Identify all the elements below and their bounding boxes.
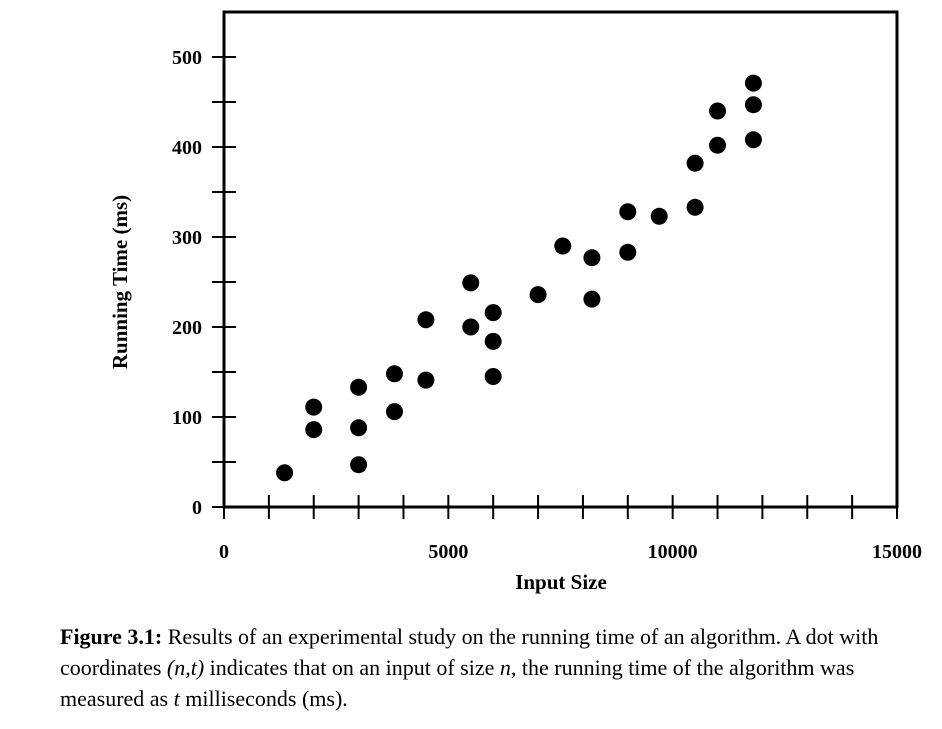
data-point (484, 304, 502, 322)
x-tick-label: 5000 (428, 541, 468, 563)
scatter-chart: 0 100 200 300 400 500 0 5000 10000 15000 Input S… (108, 10, 922, 594)
data-point (744, 131, 762, 149)
data-point (686, 198, 704, 216)
caption-text-2: indicates that on an input of size (204, 655, 500, 680)
data-point (554, 237, 572, 255)
data-points (276, 74, 762, 482)
x-tick-label: 10000 (648, 541, 698, 563)
data-point (583, 290, 601, 308)
data-point (484, 368, 502, 385)
data-point (619, 203, 637, 221)
y-tick-label: 500 (172, 47, 202, 69)
caption-text-1: Results of an experimental study on the … (60, 624, 879, 680)
x-axis: 0 5000 10000 15000 (219, 495, 922, 563)
y-axis-title: Running Time (ms) (108, 195, 132, 369)
plot-border (222, 10, 899, 509)
data-point (650, 207, 668, 225)
data-point (484, 332, 502, 350)
data-point (462, 274, 480, 292)
x-tick-label: 15000 (872, 541, 922, 563)
data-point (417, 311, 435, 329)
data-point (350, 378, 368, 396)
caption-text-3: , the running time of the algorithm was … (60, 655, 855, 711)
data-point (709, 136, 727, 154)
data-point (619, 243, 637, 261)
data-point (709, 102, 727, 120)
y-axis: 0 100 200 300 400 500 (172, 47, 236, 519)
y-tick-label: 100 (172, 407, 202, 429)
data-point (583, 249, 601, 267)
data-point (385, 365, 403, 383)
x-axis-title: Input Size (515, 570, 607, 594)
data-point (686, 154, 704, 172)
y-tick-label: 300 (172, 227, 202, 249)
data-point (744, 96, 762, 114)
data-point (385, 403, 403, 421)
y-tick-label: 200 (172, 317, 202, 339)
data-point (276, 464, 294, 482)
caption-label: Figure 3.1: (60, 624, 163, 649)
data-point (417, 371, 435, 389)
figure-caption: Figure 3.1: Results of an experimental s… (60, 621, 930, 714)
data-point (744, 74, 762, 92)
plot-frame (222, 10, 899, 509)
y-tick-label: 0 (192, 497, 202, 519)
caption-var-t: t (173, 686, 180, 711)
data-point (350, 419, 368, 437)
data-point (462, 318, 480, 336)
data-point (350, 456, 368, 474)
y-tick-label: 400 (172, 137, 202, 159)
data-point (529, 286, 547, 304)
caption-text-4: milliseconds (ms). (179, 686, 348, 711)
x-tick-label: 0 (219, 541, 229, 563)
caption-coords: (n,t) (166, 655, 205, 680)
caption-var-n: n (499, 655, 511, 680)
data-point (305, 398, 323, 416)
data-point (305, 421, 323, 439)
